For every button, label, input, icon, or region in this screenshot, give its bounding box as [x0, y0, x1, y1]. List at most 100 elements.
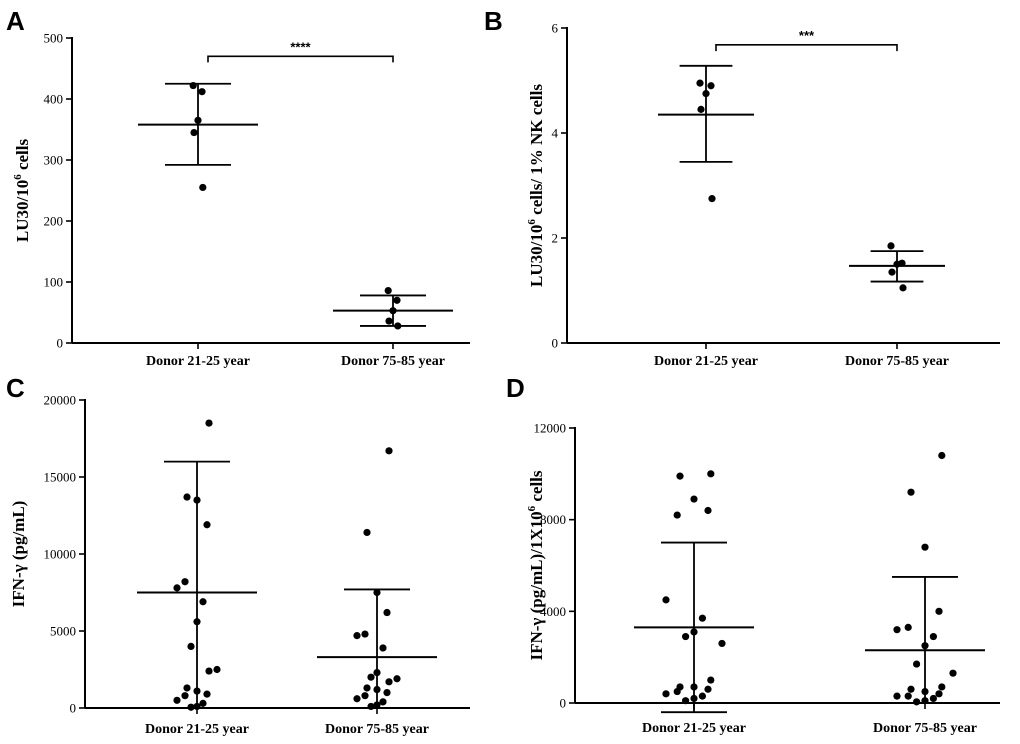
significance-label: **** [290, 39, 311, 54]
data-point [929, 694, 938, 703]
data-point [183, 684, 191, 692]
data-point [213, 665, 221, 674]
data-point [379, 698, 387, 706]
data-point [385, 447, 393, 455]
data-point [373, 701, 381, 709]
significance-label: *** [799, 28, 815, 43]
data-point [704, 506, 712, 515]
panel-letter: C [6, 373, 25, 403]
data-point [690, 495, 698, 503]
data-point [373, 668, 381, 677]
data-point [393, 296, 401, 304]
data-point [187, 703, 195, 711]
data-point [193, 618, 201, 626]
data-point [888, 268, 896, 276]
y-axis-title: IFN-γ (pg/mL)/1X106 cells [526, 470, 546, 660]
data-point [662, 596, 670, 604]
y-tick-label: 0 [70, 701, 77, 716]
y-tick-label: 15000 [44, 470, 77, 485]
data-point [935, 690, 943, 698]
data-point [696, 79, 704, 87]
y-tick-label: 4 [552, 126, 559, 141]
data-point [676, 472, 684, 480]
panel-c: C 0 5000 10000 15000 20000 Donor 21-25 year Don… [6, 373, 470, 737]
y-tick-label: 5000 [50, 624, 76, 639]
y-tick-label: 500 [44, 31, 64, 46]
data-point [199, 598, 207, 606]
data-point [181, 692, 189, 700]
data-point [929, 632, 938, 641]
data-point [367, 702, 375, 711]
y-tick-label: 0 [57, 336, 64, 351]
data-point [383, 689, 391, 697]
data-point [363, 684, 371, 692]
data-point [704, 685, 712, 693]
data-point [907, 488, 915, 496]
data-point [384, 286, 392, 295]
data-point [393, 675, 401, 683]
data-point [682, 697, 690, 705]
data-point [190, 128, 198, 137]
data-point [690, 683, 698, 691]
y-tick-label: 300 [44, 153, 64, 168]
panel-d: D 0 4000 8000 12000 Donor 21-25 year Donor 75-… [506, 373, 1000, 736]
panel-b: B 0 2 4 6 Donor 21-25 year Donor 75-85 year LU3… [484, 6, 1000, 369]
data-point [673, 687, 681, 696]
data-point [385, 678, 393, 686]
data-point [904, 692, 912, 700]
data-point [935, 607, 943, 615]
data-point [907, 685, 915, 693]
data-point [199, 699, 207, 707]
data-point [363, 528, 371, 537]
data-point [921, 543, 929, 551]
data-point [361, 630, 369, 638]
y-tick-label: 0 [552, 336, 559, 351]
data-point [938, 451, 946, 460]
category-label: Donor 75-85 year [325, 722, 429, 737]
data-point [673, 511, 681, 519]
data-point [199, 183, 207, 192]
data-point [193, 687, 201, 695]
data-point [938, 683, 946, 691]
y-tick-label: 200 [44, 214, 64, 229]
data-point [181, 578, 189, 586]
data-point [921, 697, 929, 705]
data-point [361, 692, 369, 700]
y-tick-label: 2 [552, 231, 559, 246]
significance-bracket [715, 44, 898, 52]
y-axis-title: IFN-γ (pg/mL) [9, 501, 28, 608]
data-point [389, 307, 397, 315]
data-point [379, 644, 387, 652]
data-point [203, 521, 211, 529]
data-point [697, 105, 705, 113]
y-tick-label: 400 [44, 92, 64, 107]
data-point [887, 242, 895, 250]
data-point [203, 690, 211, 698]
data-point [913, 660, 921, 668]
data-point [893, 692, 901, 700]
data-point [373, 588, 381, 597]
y-axis-title: LU30/106 cells/ 1% NK cells [526, 84, 546, 287]
data-point [353, 632, 361, 640]
data-point [189, 81, 197, 90]
data-point [205, 667, 213, 675]
data-point [353, 695, 361, 703]
category-label: Donor 21-25 year [146, 354, 250, 369]
data-point [707, 676, 715, 684]
data-point [698, 692, 707, 700]
data-point [913, 698, 921, 706]
data-point [707, 470, 715, 478]
category-label: Donor 75-85 year [873, 721, 977, 736]
panel-letter: B [484, 6, 503, 36]
data-point [921, 642, 929, 650]
category-label: Donor 21-25 year [642, 721, 746, 736]
y-tick-label: 6 [552, 21, 559, 36]
data-point [921, 687, 929, 696]
data-point [718, 639, 726, 648]
category-label: Donor 21-25 year [145, 722, 249, 737]
data-point [899, 284, 907, 292]
data-point [707, 82, 715, 90]
data-point [187, 642, 195, 651]
data-point [662, 690, 670, 698]
category-label: Donor 75-85 year [845, 354, 949, 369]
